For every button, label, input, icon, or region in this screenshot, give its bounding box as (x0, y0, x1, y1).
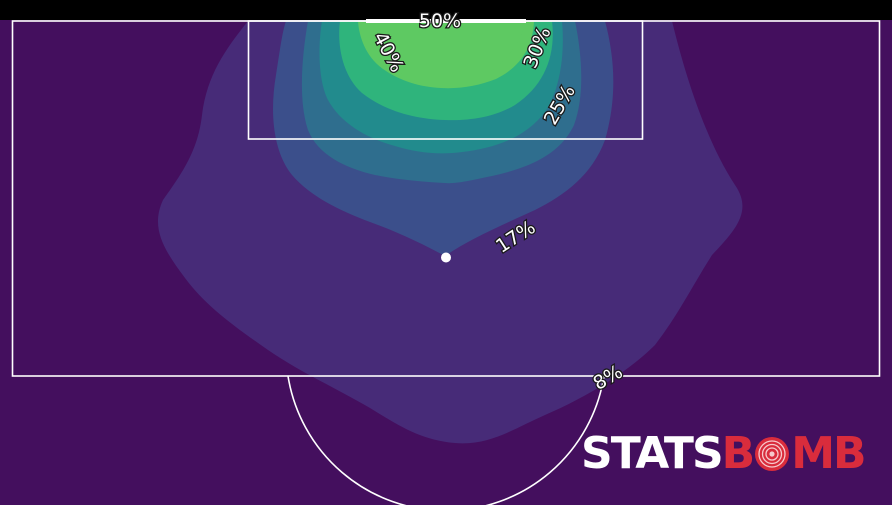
statsbomb-logo: STATSB MB (581, 428, 867, 479)
target-icon (754, 434, 790, 471)
logo-text-b: B (721, 428, 756, 479)
top-bar (0, 0, 892, 20)
logo-text-stats: STATS (581, 428, 724, 479)
density-contours (157, 21, 743, 444)
penalty-arc (287, 375, 605, 505)
logo-text-mb: MB (791, 428, 866, 479)
contour-label-50: 50% (419, 10, 461, 32)
contour-band-6 (372, 21, 526, 87)
penalty-spot (441, 252, 451, 263)
